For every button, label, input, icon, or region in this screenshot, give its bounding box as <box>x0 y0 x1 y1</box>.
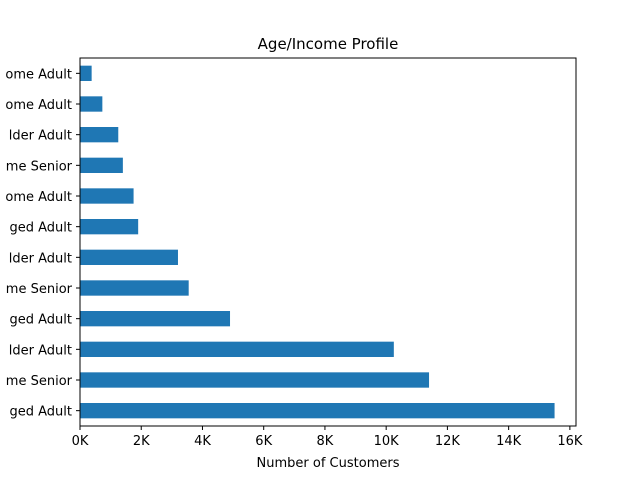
x-tick-label-2: 2K <box>133 434 150 449</box>
bar-3 <box>80 127 119 143</box>
category-label-8: me Senior <box>6 282 73 297</box>
x-tick-label-1: 0K <box>72 434 89 449</box>
chart-title: Age/Income Profile <box>258 35 399 53</box>
x-tick-label-6: 10K <box>374 434 400 449</box>
category-label-5: ome Adult <box>5 190 72 205</box>
bar-12 <box>80 403 555 419</box>
x-tick-label-7: 12K <box>435 434 461 449</box>
category-label-4: me Senior <box>6 159 73 174</box>
x-axis-ticks: 0K 2K 4K 6K 8K 10K 12K 14K 16K <box>72 426 583 449</box>
plot-frame <box>79 57 577 427</box>
category-label-10: lder Adult <box>9 343 72 358</box>
category-label-6: ged Adult <box>10 221 73 236</box>
bar-5 <box>80 188 134 204</box>
x-tick-label-5: 8K <box>317 434 334 449</box>
category-label-12: ged Adult <box>10 405 73 420</box>
bar-6 <box>80 219 139 235</box>
category-labels: ome Adult ome Adult lder Adult me Senior ome… <box>5 67 80 420</box>
x-tick-label-3: 4K <box>194 434 211 449</box>
bar-8 <box>80 280 189 296</box>
bar-4 <box>80 157 123 173</box>
bar-11 <box>80 372 430 388</box>
x-tick-label-9: 16K <box>557 434 583 449</box>
category-label-1: ome Adult <box>5 67 72 82</box>
x-tick-label-8: 14K <box>496 434 522 449</box>
category-label-2: ome Adult <box>5 98 72 113</box>
bar-7 <box>80 249 178 265</box>
bar-9 <box>80 311 231 327</box>
category-label-11: me Senior <box>6 374 73 389</box>
category-label-3: lder Adult <box>9 129 72 144</box>
x-tick-label-4: 6K <box>255 434 272 449</box>
bar-10 <box>80 341 394 357</box>
bars-group <box>80 65 555 419</box>
bar-2 <box>80 96 103 112</box>
category-label-7: lder Adult <box>9 251 72 266</box>
bar-1 <box>80 65 92 81</box>
category-label-9: ged Adult <box>10 313 73 328</box>
x-axis-title: Number of Customers <box>257 456 400 471</box>
